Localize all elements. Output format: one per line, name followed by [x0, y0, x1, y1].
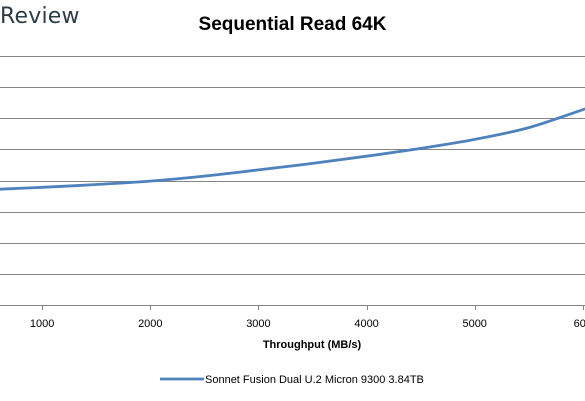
x-tick-label: 2000 [138, 318, 162, 330]
legend: Sonnet Fusion Dual U.2 Micron 9300 3.84T… [160, 374, 424, 386]
x-tick-label: 4000 [354, 318, 378, 330]
legend-label-series-1: Sonnet Fusion Dual U.2 Micron 9300 3.84T… [205, 374, 424, 386]
x-tick-label: 5000 [462, 318, 486, 330]
x-axis: 1000 2000 3000 4000 5000 600 [0, 305, 585, 330]
x-tick-label: 1000 [30, 318, 54, 330]
x-axis-title: Throughput (MB/s) [263, 339, 362, 351]
x-tick-label: 3000 [246, 318, 270, 330]
x-tick-label: 600 [574, 318, 585, 330]
series-layer [0, 107, 585, 191]
series-line-1 [0, 107, 585, 191]
gridlines [0, 56, 585, 275]
brand-logo-text: Review [0, 4, 80, 29]
chart-title: Sequential Read 64K [198, 14, 387, 35]
